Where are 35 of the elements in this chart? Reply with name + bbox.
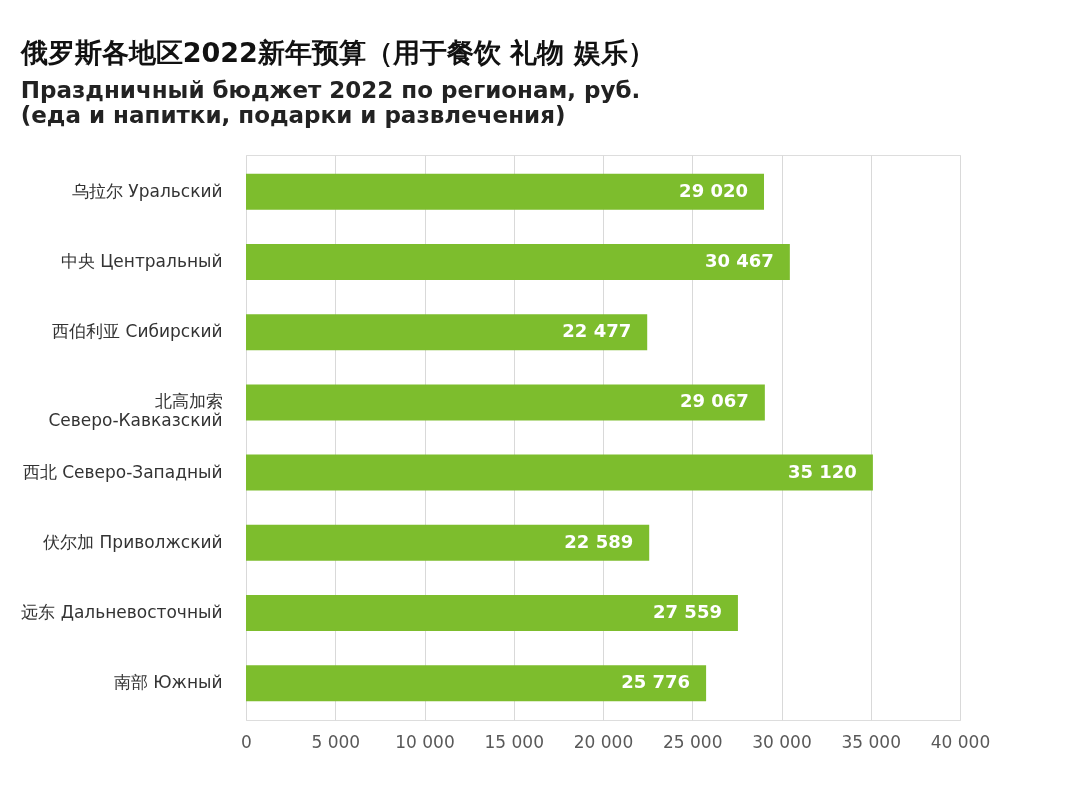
data-label: 22 589 xyxy=(564,530,634,552)
data-label: 25 776 xyxy=(621,671,691,693)
y-tick-label: 西伯利亚 Сибирский xyxy=(52,321,223,342)
data-label: 29 020 xyxy=(679,179,749,201)
bar xyxy=(246,594,738,631)
x-tick-label: 0 xyxy=(241,731,252,752)
x-tick-label: 10 000 xyxy=(395,731,455,752)
y-tick-label: 伏尔加 Приволжский xyxy=(43,531,223,552)
chart-title: 俄罗斯各地区2022新年预算（用于餐饮 礼物 娱乐） xyxy=(19,37,655,68)
chart-subtitle: Праздничный бюджет 2022 по регионам, руб. (еда и напитки, подарки и развлечения) xyxy=(20,77,641,128)
bar xyxy=(246,454,873,491)
data-label: 22 477 xyxy=(562,320,632,342)
y-tick-label: 乌拉尔 Уральский xyxy=(71,180,223,201)
y-tick-label: 远东 Дальневосточный xyxy=(21,601,223,622)
y-tick-label: 南部 Южный xyxy=(113,672,223,693)
x-tick-label: 25 000 xyxy=(663,731,723,752)
x-tick-label: 15 000 xyxy=(484,731,544,752)
bar xyxy=(246,384,765,421)
x-tick-label: 20 000 xyxy=(573,731,634,752)
y-tick-label: 中央 Центральный xyxy=(60,251,223,272)
x-tick-label: 35 000 xyxy=(841,731,901,752)
bar xyxy=(246,524,650,561)
x-tick-label: 5 000 xyxy=(311,731,361,752)
data-label: 27 559 xyxy=(653,600,722,622)
x-tick-label: 30 000 xyxy=(752,731,812,752)
data-label: 30 467 xyxy=(704,250,774,272)
bar xyxy=(246,173,765,210)
y-tick-label: 北高加索 Северо-Кавказский xyxy=(48,391,223,431)
y-tick-label: 西北 Северо-Западный xyxy=(22,461,223,482)
data-label: 29 067 xyxy=(679,390,749,412)
bar xyxy=(246,665,707,702)
bar xyxy=(246,244,790,281)
data-label: 35 120 xyxy=(788,460,857,482)
x-tick-label: 40 000 xyxy=(930,731,991,752)
bar xyxy=(246,314,648,351)
